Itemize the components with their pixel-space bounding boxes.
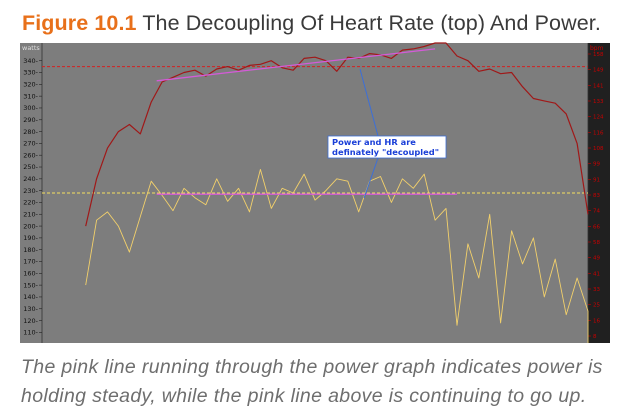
trend-layer (156, 48, 457, 195)
left-tick-label: 340- (23, 57, 38, 65)
right-tick-label: 74 (593, 209, 600, 215)
figure-caption: The pink line running through the power … (21, 356, 603, 407)
right-tick-label: 99 (593, 162, 600, 168)
right-tick-label: 133 (593, 99, 604, 105)
figure-title: The Decoupling Of Heart Rate (top) And P… (142, 11, 601, 35)
annotation: Power and HR are definately "decoupled" (327, 68, 447, 199)
left-tick-label: 260- (23, 151, 38, 159)
left-tick-label: 310- (23, 92, 38, 100)
left-tick-label: 170- (23, 258, 38, 266)
annotation-pointer-power (363, 157, 379, 199)
annotation-box (327, 135, 447, 159)
left-tick-label: 190- (23, 234, 38, 242)
right-tick-label: 66 (593, 224, 600, 230)
left-tick-label: 110- (23, 329, 38, 337)
series-power (85, 168, 589, 343)
left-tick-label: 320- (23, 81, 38, 89)
left-tick-label: 250- (23, 163, 38, 171)
left-tick-label: 290- (23, 116, 38, 124)
left-tick-label: 160- (23, 270, 38, 278)
left-tick-label: 180- (23, 246, 38, 254)
right-tick-label: 33 (593, 287, 600, 293)
right-tick-label: 149 (593, 68, 604, 74)
figure-number: Figure 10.1 (22, 11, 137, 35)
right-tick-label: 16 (593, 318, 600, 324)
right-tick-label: 25 (593, 303, 600, 309)
right-tick-label: 8 (593, 334, 597, 340)
right-tick-label: 108 (593, 146, 604, 152)
figure-heading: Figure 10.1 The Decoupling Of Heart Rate… (22, 9, 601, 37)
left-tick-label: 130- (23, 305, 38, 313)
right-tick-label: 49 (593, 256, 600, 262)
right-axis-ticks: 158 149 141 133 124 116 108 99 91 83 74 66 58 49 41 33 2… (588, 52, 604, 340)
annotation-pointer-heart-rate (359, 68, 379, 137)
left-tick-label: 280- (23, 128, 38, 136)
right-tick-label: 116 (593, 130, 604, 136)
right-tick-label: 58 (593, 240, 600, 246)
left-tick-label: 220- (23, 199, 38, 207)
left-tick-label: 270- (23, 140, 38, 148)
left-tick-label: 140- (23, 293, 38, 301)
right-tick-label: 91 (593, 177, 600, 183)
right-tick-label: 124 (593, 115, 604, 121)
right-axis-panel (588, 43, 610, 343)
left-tick-label: 230- (23, 187, 38, 195)
left-tick-label: 240- (23, 175, 38, 183)
annotation-line-1: Power and HR are (332, 137, 416, 147)
right-tick-label: 83 (593, 193, 600, 199)
left-tick-label: 150- (23, 281, 38, 289)
left-axis-panel (20, 43, 42, 343)
right-tick-label: 158 (593, 52, 604, 58)
reference-lines (42, 66, 588, 194)
left-tick-label: 200- (23, 222, 38, 230)
right-axis-unit-label: bpm (590, 45, 604, 52)
left-axis-ticks: 340- 330- 320- 310- 300- 290- 280- 270- 260- 250-… (23, 57, 42, 337)
heart-rate-trend (156, 48, 436, 82)
left-tick-label: 210- (23, 210, 38, 218)
left-tick-label: 300- (23, 104, 38, 112)
left-tick-label: 330- (23, 69, 38, 77)
right-tick-label: 141 (593, 83, 604, 89)
left-axis-unit-label: watts (22, 44, 40, 52)
left-tick-label: 120- (23, 317, 38, 325)
annotation-line-2: definately "decoupled" (332, 147, 439, 157)
right-tick-label: 41 (593, 271, 600, 277)
